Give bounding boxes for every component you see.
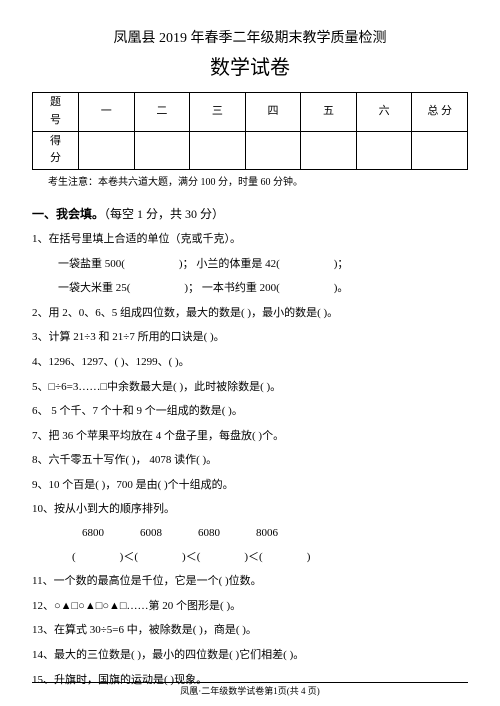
- cell: 总 分: [412, 93, 468, 131]
- q12: 12、○▲□○▲□○▲□……第 20 个图形是( )。: [32, 598, 468, 616]
- q1-line: 1、在括号里填上合适的单位（克或千克）。: [32, 231, 468, 249]
- q1a-1: 一袋盐重 500(: [58, 258, 125, 270]
- section1-bold: 一、我会填。: [32, 207, 104, 221]
- q10-n1: 6800: [82, 525, 104, 543]
- q10-nums: 6800 6008 6080 8006: [32, 525, 468, 543]
- q11: 11、一个数的最高位是千位，它是一个( )位数。: [32, 573, 468, 591]
- q14: 14、最大的三位数是( )，最小的四位数是( )它们相差( )。: [32, 647, 468, 665]
- q1a-3: )；: [334, 258, 349, 270]
- q5: 5、□÷6=3……□中余数最大是( )，此时被除数是( )。: [32, 379, 468, 397]
- lt2: ＜: [186, 549, 197, 567]
- lt3: ＜: [248, 549, 259, 567]
- q3: 3、计算 21÷3 和 21÷7 所用的口诀是( )。: [32, 329, 468, 347]
- q10: 10、按从小到大的顺序排列。: [32, 501, 468, 519]
- q1b: 一袋大米重 25( )； 一本书约重 200( )。: [32, 280, 468, 298]
- q10-n3: 6080: [198, 525, 220, 543]
- cell: [190, 131, 246, 169]
- q1b-2: )； 一本书约重 200(: [184, 282, 279, 294]
- q10-n2: 6008: [140, 525, 162, 543]
- cell: 五: [301, 93, 357, 131]
- score-table: 题 号 一 二 三 四 五 六 总 分 得 分: [32, 92, 468, 169]
- q8: 8、六千零五十写作( )， 4078 读作( )。: [32, 452, 468, 470]
- cell: 二: [134, 93, 190, 131]
- table-row: 得 分: [33, 131, 468, 169]
- cell: [356, 131, 412, 169]
- table-row: 题 号 一 二 三 四 五 六 总 分: [33, 93, 468, 131]
- q10-order: ()＜()＜()＜(): [32, 549, 468, 567]
- q10-n4: 8006: [256, 525, 278, 543]
- q1b-3: )。: [334, 282, 349, 294]
- cell: 六: [356, 93, 412, 131]
- cell: 一: [79, 93, 135, 131]
- cell: [79, 131, 135, 169]
- notice: 考生注意：本卷共六道大题，满分 100 分，时量 60 分钟。: [32, 175, 468, 191]
- q4: 4、1296、1297、( )、1299、( )。: [32, 354, 468, 372]
- footer: 凤凰·二年级数学试卷第1页(共 4 页): [32, 682, 468, 698]
- q9: 9、10 个百是( )，700 是由( )个十组成的。: [32, 477, 468, 495]
- q13: 13、在算式 30÷5=6 中，被除数是( )，商是( )。: [32, 622, 468, 640]
- q2: 2、用 2、0、6、5 组成四位数，最大的数是( )，最小的数是( )。: [32, 305, 468, 323]
- lt1: ＜: [123, 549, 134, 567]
- cell: [245, 131, 301, 169]
- q1a: 一袋盐重 500( )； 小兰的体重是 42( )；: [32, 256, 468, 274]
- cell: [412, 131, 468, 169]
- cell: [301, 131, 357, 169]
- cell: 得 分: [33, 131, 79, 169]
- header-line1: 凤凰县 2019 年春季二年级期末教学质量检测: [32, 28, 468, 50]
- q1a-2: )； 小兰的体重是 42(: [179, 258, 280, 270]
- q1b-1: 一袋大米重 25(: [58, 282, 130, 294]
- q7: 7、把 36 个苹果平均放在 4 个盘子里，每盘放( )个。: [32, 428, 468, 446]
- cell: 四: [245, 93, 301, 131]
- cell: 三: [190, 93, 246, 131]
- cell: [134, 131, 190, 169]
- cell: 题 号: [33, 93, 79, 131]
- section1-rest: （每空 1 分，共 30 分）: [104, 207, 224, 221]
- section1-head: 一、我会填。（每空 1 分，共 30 分）: [32, 205, 468, 224]
- q6: 6、 5 个千、7 个十和 9 个一组成的数是( )。: [32, 403, 468, 421]
- header-line2: 数学试卷: [32, 52, 468, 84]
